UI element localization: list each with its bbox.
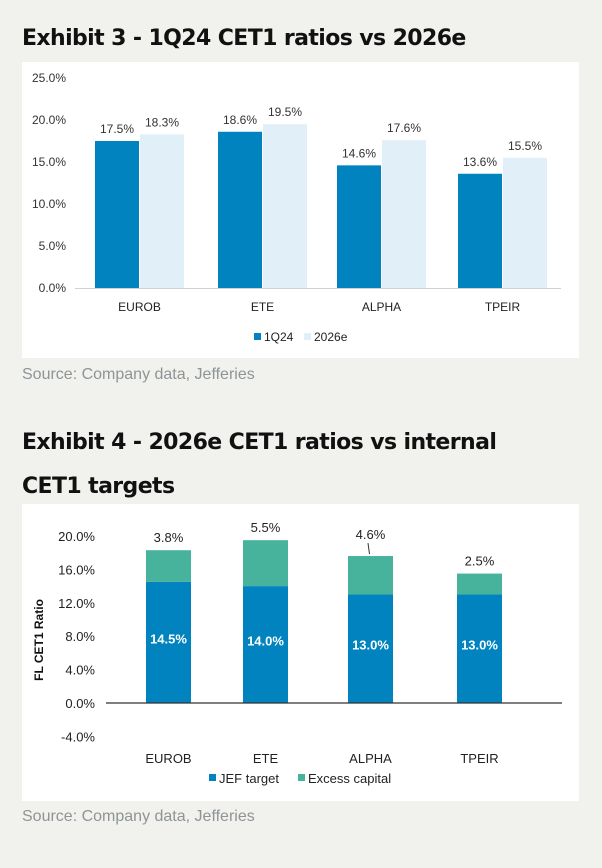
- data-label: 14.6%: [342, 146, 376, 160]
- bar-jef-target-tpeir: [457, 594, 502, 703]
- y-tick-label: 10.0%: [32, 197, 66, 211]
- exhibit4-source: Source: Company data, Jefferies: [22, 808, 255, 825]
- exhibit4-chart-panel: -4.0% 0.0% 4.0% 8.0% 12.0% 16.0% 20.0% FL CET1 …: [22, 504, 579, 801]
- bar-1q24-eurob: [95, 141, 139, 288]
- data-label-jef-target: 14.0%: [247, 634, 284, 649]
- data-label-jef-target: 13.0%: [352, 638, 389, 653]
- exhibit4-title: Exhibit 4 - 2026e CET1 ratios vs interna…: [22, 430, 497, 499]
- y-tick-label: 20.0%: [58, 529, 95, 544]
- bar-jef-target-eurob: [146, 581, 191, 703]
- y-tick-label: 4.0%: [65, 663, 95, 678]
- data-label-jef-target: 14.5%: [150, 631, 187, 646]
- bar-1q24-alpha: [337, 165, 381, 288]
- legend-swatch-excess-capital: [298, 774, 305, 781]
- bar-jef-target-alpha: [348, 594, 393, 703]
- y-tick-label: 0.0%: [65, 696, 95, 711]
- bar-1q24-ete: [218, 131, 262, 288]
- x-tick-label: TPEIR: [485, 300, 521, 314]
- data-label: 17.6%: [387, 121, 421, 135]
- data-label-jef-target: 13.0%: [461, 638, 498, 653]
- data-label: 18.6%: [223, 113, 257, 127]
- bar-jef-target-ete: [243, 586, 288, 703]
- legend-label: 1Q24: [264, 330, 294, 344]
- bar-2026e-alpha: [382, 140, 426, 288]
- leader-line: [367, 542, 370, 555]
- y-tick-label: 0.0%: [39, 281, 67, 295]
- x-tick-label: EUROB: [118, 300, 161, 314]
- y-tick-label: 5.0%: [39, 239, 67, 253]
- exhibit3-chart: 0.0% 5.0% 10.0% 15.0% 20.0% 25.0% 17.5% 18.3% EU…: [32, 71, 561, 344]
- bar-1q24-tpeir: [458, 173, 502, 288]
- bar-2026e-ete: [263, 124, 307, 288]
- y-tick-label: -4.0%: [61, 729, 95, 744]
- exhibit3-chart-panel: 0.0% 5.0% 10.0% 15.0% 20.0% 25.0% 17.5% 18.3% EU…: [22, 62, 579, 358]
- legend-label: JEF target: [219, 771, 279, 786]
- data-label-excess-capital: 4.6%: [356, 527, 386, 542]
- y-tick-label: 12.0%: [58, 596, 95, 611]
- bar-excess-capital-ete: [243, 540, 288, 587]
- x-tick-label: ETE: [251, 300, 274, 314]
- exhibit4-chart: -4.0% 0.0% 4.0% 8.0% 12.0% 16.0% 20.0% FL CET1 …: [32, 520, 562, 786]
- bar-excess-capital-tpeir: [457, 573, 502, 595]
- x-tick-label: ALPHA: [362, 300, 401, 314]
- bar-2026e-tpeir: [503, 157, 547, 288]
- x-tick-label: ALPHA: [349, 751, 392, 766]
- bar-2026e-eurob: [140, 134, 184, 288]
- data-label: 17.5%: [100, 122, 134, 136]
- exhibit3-title: Exhibit 3 - 1Q24 CET1 ratios vs 2026e: [22, 26, 466, 51]
- data-label-excess-capital: 5.5%: [251, 520, 281, 535]
- y-tick-label: 20.0%: [32, 113, 66, 127]
- legend-swatch-jef-target: [209, 774, 216, 781]
- y-axis-title: FL CET1 Ratio: [32, 599, 46, 681]
- y-tick-label: 15.0%: [32, 155, 66, 169]
- y-tick-label: 8.0%: [65, 629, 95, 644]
- x-tick-label: ETE: [253, 751, 279, 766]
- y-tick-label: 25.0%: [32, 71, 66, 85]
- data-label: 15.5%: [508, 139, 542, 153]
- exhibit3-source: Source: Company data, Jefferies: [22, 366, 255, 383]
- x-tick-label: TPEIR: [460, 751, 498, 766]
- bar-excess-capital-alpha: [348, 556, 393, 595]
- data-label-excess-capital: 2.5%: [465, 554, 495, 569]
- legend-label: Excess capital: [308, 771, 391, 786]
- y-tick-label: 16.0%: [58, 562, 95, 577]
- legend-label: 2026e: [314, 330, 348, 344]
- data-label: 13.6%: [463, 155, 497, 169]
- data-label: 19.5%: [268, 105, 302, 119]
- data-label-excess-capital: 3.8%: [154, 530, 184, 545]
- data-label: 18.3%: [145, 115, 179, 129]
- legend-swatch-2026e: [304, 333, 311, 340]
- bar-excess-capital-eurob: [146, 550, 191, 582]
- legend-swatch-1q24: [254, 333, 261, 340]
- x-tick-label: EUROB: [145, 751, 191, 766]
